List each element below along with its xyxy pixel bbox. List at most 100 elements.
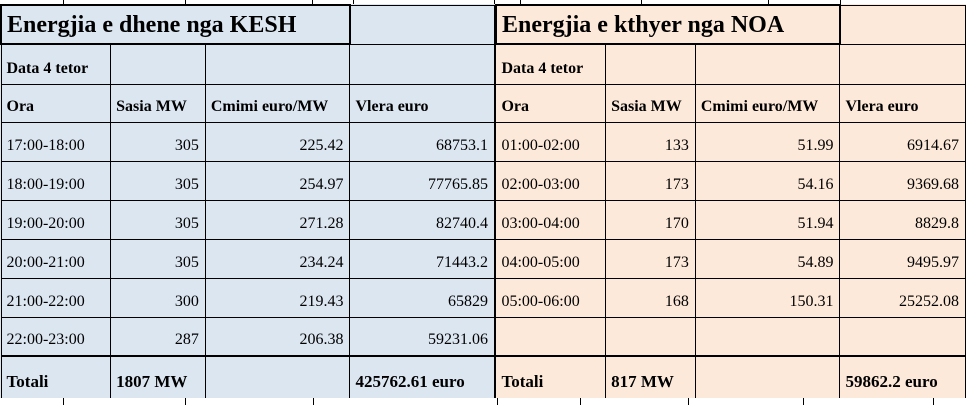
gridline-stub bbox=[313, 398, 314, 405]
gridline-stub bbox=[185, 398, 186, 405]
table-row bbox=[495, 316, 966, 357]
gridline-stub bbox=[497, 398, 498, 405]
cell-price[interactable]: 225.42 bbox=[204, 121, 351, 162]
date-label[interactable]: Data 4 tetor bbox=[495, 43, 607, 85]
col-header-cmimi[interactable]: Cmimi euro/MW bbox=[204, 83, 351, 123]
total-value[interactable]: 59862.2 euro bbox=[839, 355, 966, 399]
table-row: 19:00-20:00 305 271.28 82740.4 bbox=[0, 199, 495, 240]
gridline-stub bbox=[63, 0, 64, 4]
noa-table: Energjia e kthyer nga NOA Data 4 tetor O… bbox=[494, 4, 966, 399]
table-row: 22:00-23:00 287 206.38 59231.06 bbox=[0, 316, 495, 357]
gridline-stub bbox=[63, 398, 64, 405]
cell-value[interactable]: 71443.2 bbox=[349, 238, 495, 279]
cell-value[interactable]: 9369.68 bbox=[839, 160, 966, 201]
gridline-stub bbox=[840, 0, 841, 4]
empty-cell[interactable] bbox=[839, 43, 966, 85]
cell-quantity[interactable]: 133 bbox=[605, 121, 696, 162]
empty-cell[interactable] bbox=[204, 43, 351, 85]
cell-hour[interactable] bbox=[495, 316, 607, 357]
cell-price[interactable]: 54.89 bbox=[694, 238, 841, 279]
cell-hour[interactable]: 17:00-18:00 bbox=[0, 121, 112, 162]
cell-price[interactable]: 219.43 bbox=[204, 277, 351, 318]
cell-hour[interactable]: 22:00-23:00 bbox=[0, 316, 112, 357]
col-header-sasia[interactable]: Sasia MW bbox=[605, 83, 696, 123]
cell-quantity[interactable]: 305 bbox=[110, 121, 206, 162]
empty-cell[interactable] bbox=[204, 355, 351, 399]
gridline-stub bbox=[185, 0, 186, 4]
cell-hour[interactable]: 05:00-06:00 bbox=[495, 277, 607, 318]
noa-title[interactable]: Energjia e kthyer nga NOA bbox=[494, 4, 841, 45]
cell-price[interactable]: 54.16 bbox=[694, 160, 841, 201]
cell-price[interactable]: 271.28 bbox=[204, 199, 351, 240]
cell-quantity[interactable]: 305 bbox=[110, 238, 206, 279]
cell-value[interactable]: 65829 bbox=[349, 277, 495, 318]
empty-cell[interactable] bbox=[839, 4, 966, 45]
empty-cell[interactable] bbox=[349, 43, 495, 85]
gridline-stub bbox=[803, 398, 804, 405]
cell-value[interactable]: 68753.1 bbox=[349, 121, 495, 162]
kesh-title[interactable]: Energjia e dhene nga KESH bbox=[0, 4, 351, 45]
empty-cell[interactable] bbox=[110, 43, 206, 85]
grid-edge-top bbox=[0, 0, 966, 4]
cell-value[interactable] bbox=[839, 316, 966, 357]
cell-quantity[interactable]: 305 bbox=[110, 199, 206, 240]
gridline-stub bbox=[933, 398, 934, 405]
cell-value[interactable]: 59231.06 bbox=[349, 316, 495, 357]
gridline-stub bbox=[520, 0, 521, 4]
cell-hour[interactable]: 01:00-02:00 bbox=[495, 121, 607, 162]
cell-quantity[interactable] bbox=[605, 316, 696, 357]
cell-hour[interactable]: 02:00-03:00 bbox=[495, 160, 607, 201]
col-header-cmimi[interactable]: Cmimi euro/MW bbox=[694, 83, 841, 123]
cell-price[interactable]: 51.94 bbox=[694, 199, 841, 240]
total-quantity[interactable]: 1807 MW bbox=[110, 355, 206, 399]
cell-hour[interactable]: 18:00-19:00 bbox=[0, 160, 112, 201]
total-label[interactable]: Totali bbox=[495, 355, 607, 399]
cell-price[interactable]: 234.24 bbox=[204, 238, 351, 279]
empty-cell[interactable] bbox=[694, 43, 841, 85]
cell-price[interactable] bbox=[694, 316, 841, 357]
table-row: 21:00-22:00 300 219.43 65829 bbox=[0, 277, 495, 318]
empty-cell[interactable] bbox=[605, 43, 696, 85]
cell-hour[interactable]: 20:00-21:00 bbox=[0, 238, 112, 279]
cell-quantity[interactable]: 305 bbox=[110, 160, 206, 201]
col-header-vlera[interactable]: Vlera euro bbox=[839, 83, 966, 123]
cell-hour[interactable]: 03:00-04:00 bbox=[495, 199, 607, 240]
total-label[interactable]: Totali bbox=[0, 355, 112, 399]
gridline-stub bbox=[312, 0, 313, 4]
cell-price[interactable]: 150.31 bbox=[694, 277, 841, 318]
tables-container: Energjia e dhene nga KESH Data 4 tetor O… bbox=[0, 4, 966, 399]
gridline-stub bbox=[768, 0, 769, 4]
col-header-ora[interactable]: Ora bbox=[0, 83, 112, 123]
gridline-stub bbox=[688, 398, 689, 405]
table-row: 18:00-19:00 305 254.97 77765.85 bbox=[0, 160, 495, 201]
cell-quantity[interactable]: 170 bbox=[605, 199, 696, 240]
empty-cell[interactable] bbox=[694, 355, 841, 399]
cell-quantity[interactable]: 300 bbox=[110, 277, 206, 318]
empty-cell[interactable] bbox=[349, 4, 495, 45]
cell-price[interactable]: 206.38 bbox=[204, 316, 351, 357]
table-row: 03:00-04:00 170 51.94 8829.8 bbox=[495, 199, 966, 240]
cell-value[interactable]: 82740.4 bbox=[349, 199, 495, 240]
cell-value[interactable]: 77765.85 bbox=[349, 160, 495, 201]
gridline-stub bbox=[494, 0, 495, 4]
cell-hour[interactable]: 19:00-20:00 bbox=[0, 199, 112, 240]
cell-value[interactable]: 9495.97 bbox=[839, 238, 966, 279]
col-header-vlera[interactable]: Vlera euro bbox=[349, 83, 495, 123]
cell-value[interactable]: 25252.08 bbox=[839, 277, 966, 318]
table-row: 17:00-18:00 305 225.42 68753.1 bbox=[0, 121, 495, 162]
date-label[interactable]: Data 4 tetor bbox=[0, 43, 112, 85]
cell-value[interactable]: 6914.67 bbox=[839, 121, 966, 162]
cell-quantity[interactable]: 287 bbox=[110, 316, 206, 357]
total-value[interactable]: 425762.61 euro bbox=[349, 355, 495, 399]
cell-quantity[interactable]: 173 bbox=[605, 238, 696, 279]
col-header-sasia[interactable]: Sasia MW bbox=[110, 83, 206, 123]
cell-price[interactable]: 51.99 bbox=[694, 121, 841, 162]
cell-hour[interactable]: 21:00-22:00 bbox=[0, 277, 112, 318]
cell-value[interactable]: 8829.8 bbox=[839, 199, 966, 240]
cell-quantity[interactable]: 173 bbox=[605, 160, 696, 201]
cell-hour[interactable]: 04:00-05:00 bbox=[495, 238, 607, 279]
cell-price[interactable]: 254.97 bbox=[204, 160, 351, 201]
cell-quantity[interactable]: 168 bbox=[605, 277, 696, 318]
col-header-ora[interactable]: Ora bbox=[495, 83, 607, 123]
total-quantity[interactable]: 817 MW bbox=[605, 355, 696, 399]
